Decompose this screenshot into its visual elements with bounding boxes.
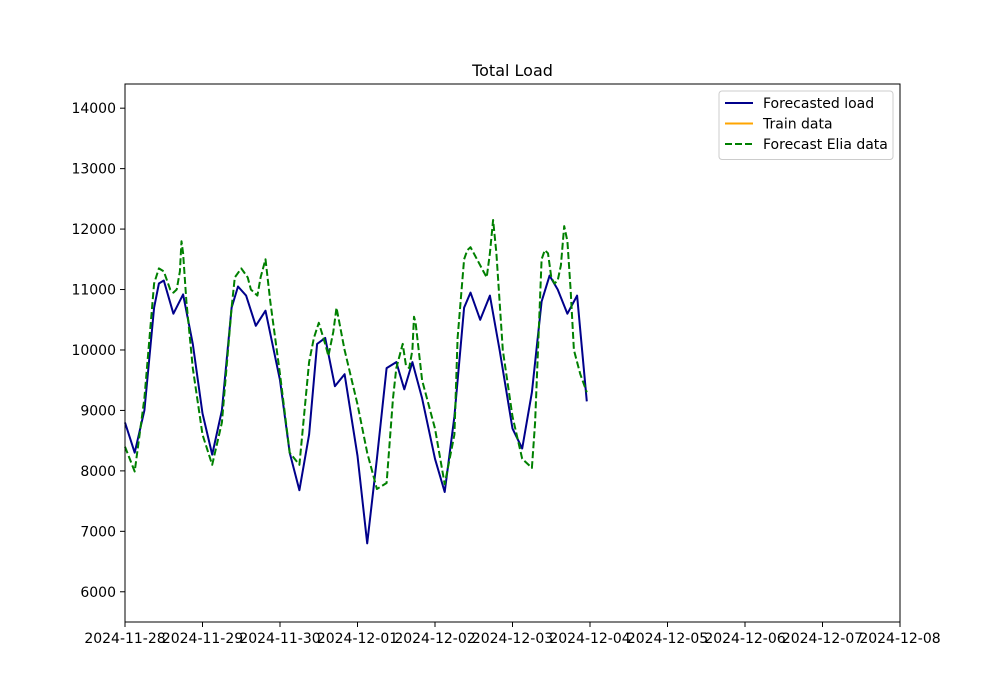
plot-area-frame xyxy=(124,83,901,623)
y-tick-label: 10000 xyxy=(71,343,116,359)
x-tick-label: 2024-11-29 xyxy=(162,631,243,647)
x-tick-label: 2024-12-06 xyxy=(704,631,785,647)
x-tick-label: 2024-12-04 xyxy=(549,631,630,647)
chart-title: Total Load xyxy=(471,61,553,80)
legend-label: Train data xyxy=(762,117,833,133)
x-tick-label: 2024-12-08 xyxy=(859,631,940,647)
y-tick-label: 12000 xyxy=(71,222,116,238)
legend-label: Forecasted load xyxy=(763,96,874,112)
y-axis: 6000 7000 8000 9000 10000 11000 12000 13000 1400… xyxy=(71,101,125,601)
x-tick-label: 2024-12-05 xyxy=(627,631,708,647)
y-tick-label: 11000 xyxy=(71,283,116,299)
y-tick-label: 14000 xyxy=(71,101,116,117)
x-tick-label: 2024-12-03 xyxy=(472,631,553,647)
y-tick-label: 7000 xyxy=(80,524,116,540)
x-tick-label: 2024-12-01 xyxy=(317,631,398,647)
y-tick-label: 9000 xyxy=(80,403,116,419)
legend: Forecasted load Train data Forecast Elia d… xyxy=(718,90,894,160)
x-tick-label: 2024-11-30 xyxy=(239,631,320,647)
x-tick-label: 2024-11-28 xyxy=(84,631,165,647)
y-tick-label: 6000 xyxy=(80,585,116,601)
series-layer xyxy=(124,219,588,545)
series-line-0 xyxy=(124,274,588,545)
y-tick-label: 8000 xyxy=(80,464,116,480)
x-axis: 2024-11-282024-11-292024-11-302024-12-01… xyxy=(84,622,941,647)
x-tick-label: 2024-12-07 xyxy=(782,631,863,647)
legend-label: Forecast Elia data xyxy=(763,137,888,153)
x-tick-label: 2024-12-02 xyxy=(394,631,475,647)
legend-box xyxy=(718,90,894,160)
y-tick-label: 13000 xyxy=(71,162,116,178)
series-line-2 xyxy=(124,219,588,490)
